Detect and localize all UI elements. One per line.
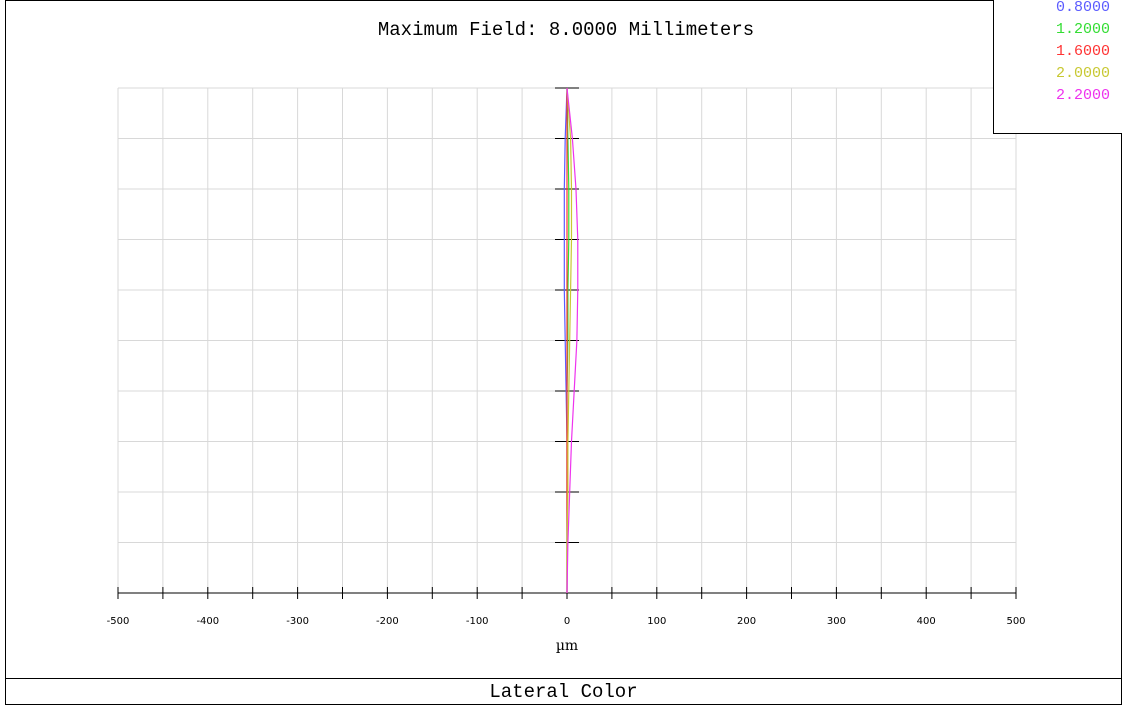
- legend-item: 2.2000: [1055, 87, 1110, 104]
- x-tick-label: 100: [647, 616, 666, 627]
- footer-divider: [5, 678, 1122, 679]
- x-axis-label: µm: [556, 638, 578, 654]
- x-tick-label: 200: [737, 616, 756, 627]
- x-tick-label: -500: [107, 616, 130, 627]
- legend-item: 1.6000: [1055, 43, 1110, 60]
- legend: 0.8000 1.2000 1.6000 2.0000 2.2000: [993, 0, 1122, 134]
- legend-item: 1.2000: [1055, 21, 1110, 38]
- x-tick-label: -300: [286, 616, 309, 627]
- x-tick-label: -400: [196, 616, 219, 627]
- plot-window-frame: [5, 0, 1122, 705]
- x-tick-label: 400: [917, 616, 936, 627]
- x-tick-label: 300: [827, 616, 846, 627]
- x-tick-label: 500: [1006, 616, 1025, 627]
- x-tick-label: -100: [466, 616, 489, 627]
- chart-title: Maximum Field: 8.0000 Millimeters: [377, 19, 755, 41]
- tick-labels: -500 -400 -300 -200 -100 0 100 200 300 400 500: [107, 616, 1026, 627]
- x-tick-label: 0: [564, 616, 570, 627]
- legend-item: 2.0000: [1055, 65, 1110, 82]
- x-tick-label: -200: [376, 616, 399, 627]
- legend-item: 0.8000: [1055, 0, 1110, 16]
- series-lines: [563, 87, 579, 594]
- series-line: [566, 87, 579, 594]
- series-line: [566, 87, 573, 593]
- footer-title: Lateral Color: [489, 681, 638, 703]
